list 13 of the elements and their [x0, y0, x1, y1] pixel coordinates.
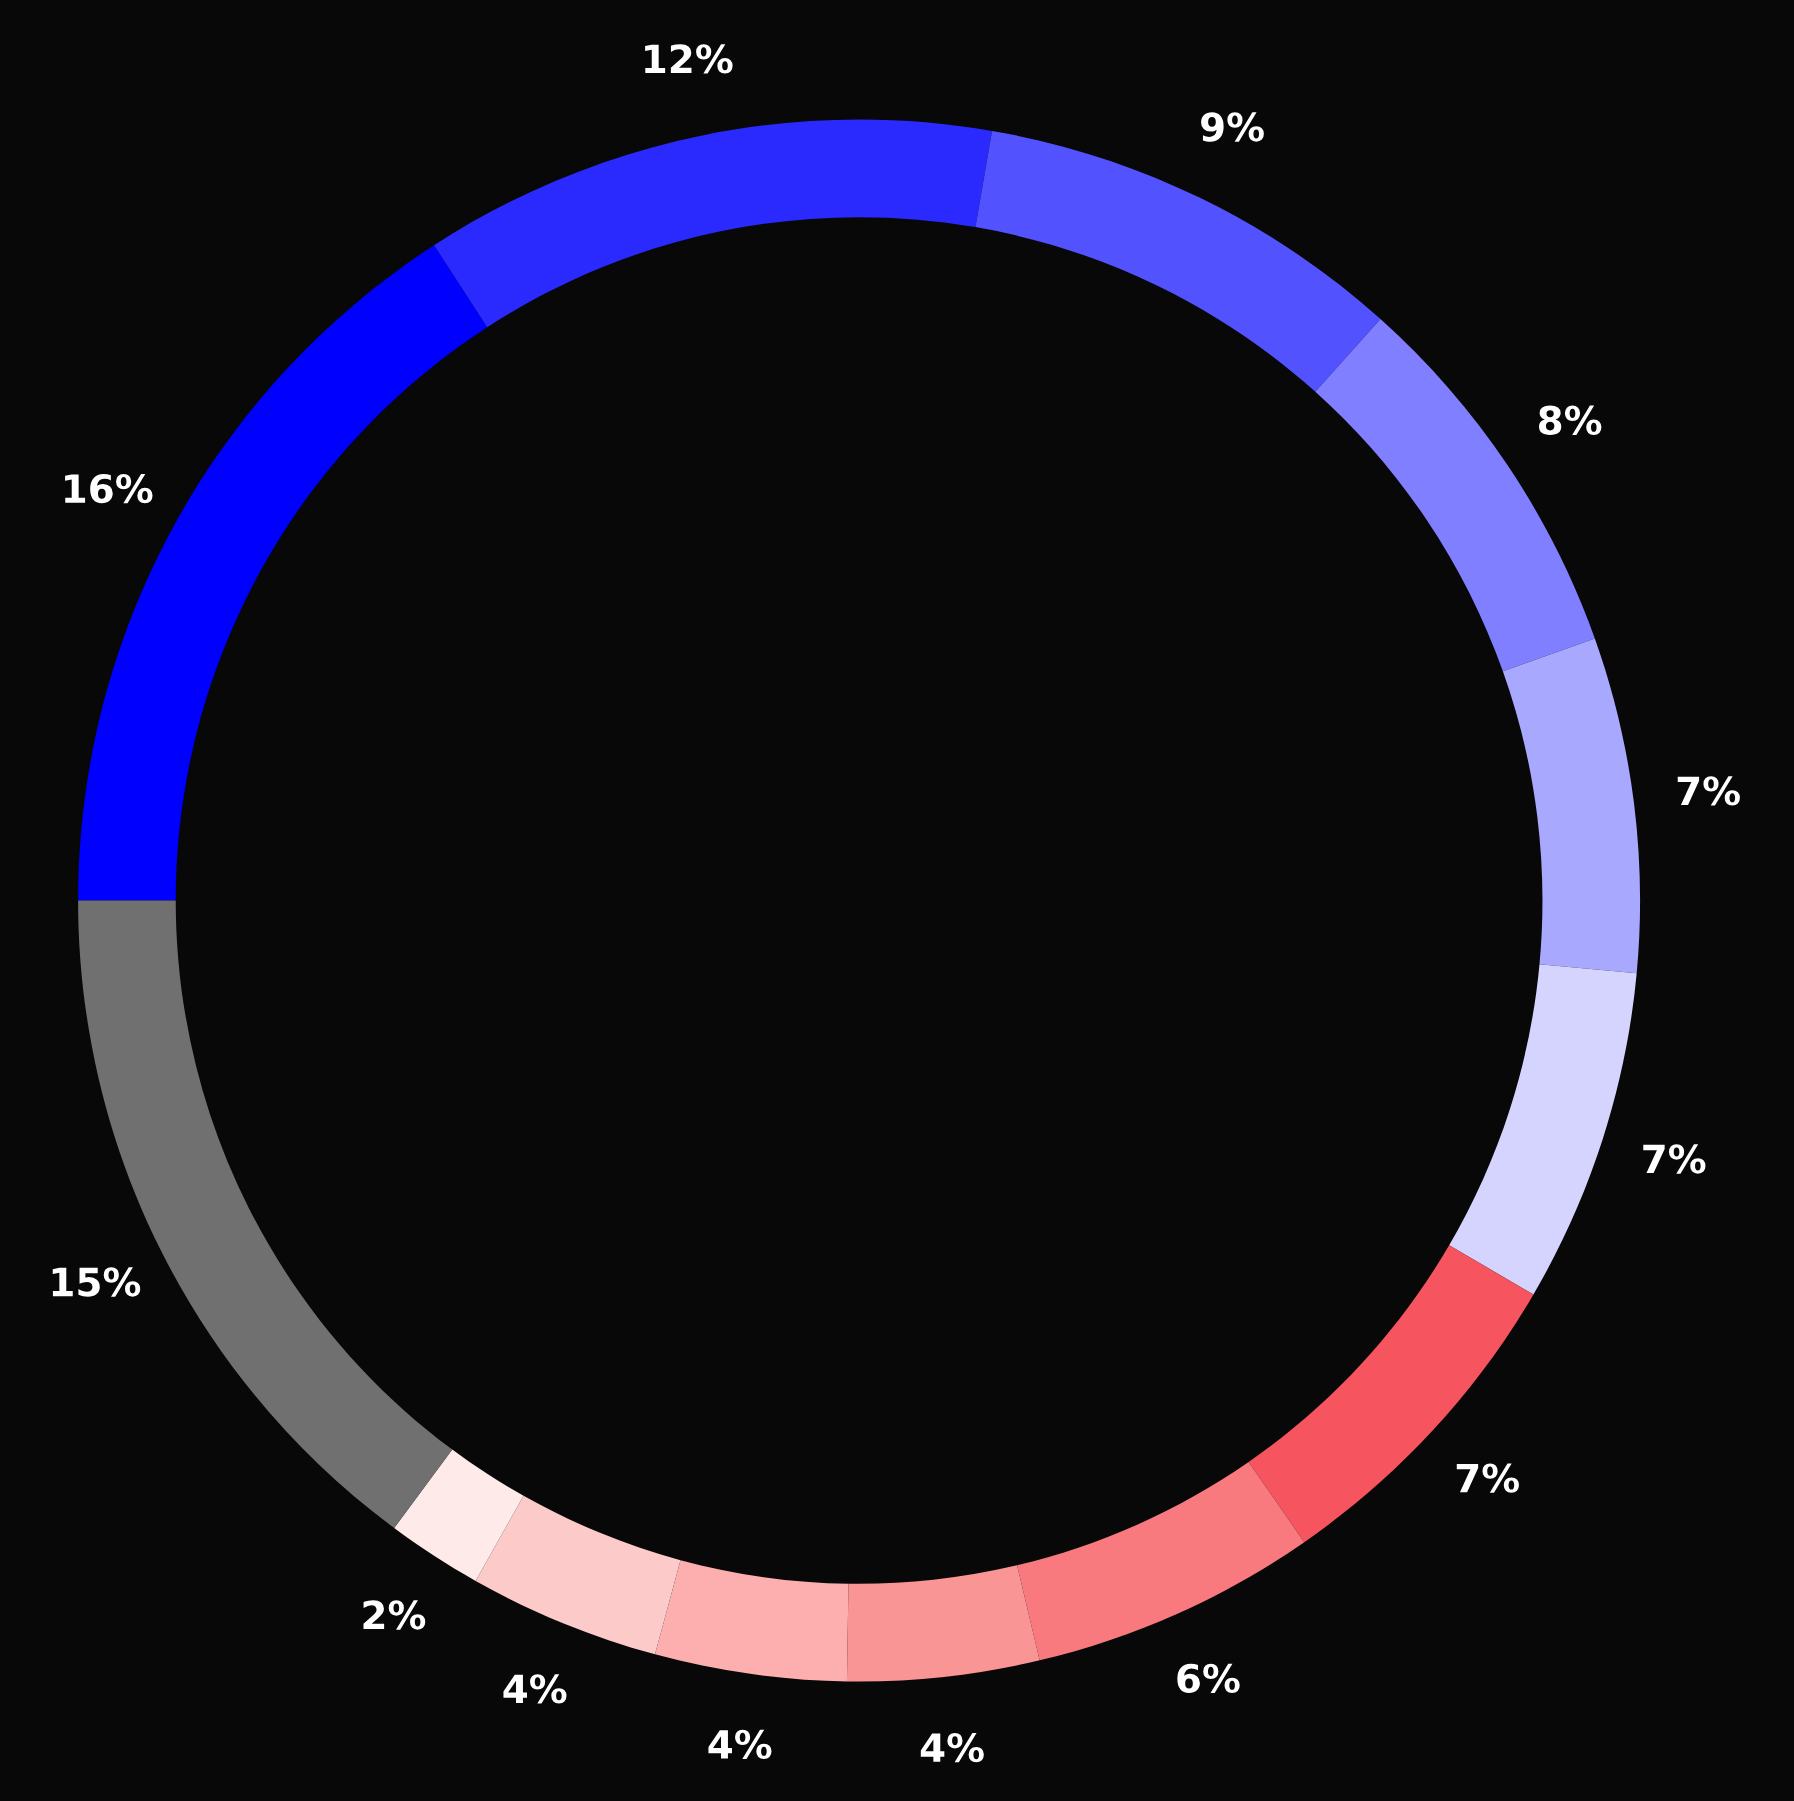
data-label: 2%: [363, 1600, 426, 1630]
data-label: 4%: [920, 1732, 984, 1763]
data-label: 6%: [1177, 1663, 1240, 1694]
data-label: 7%: [1456, 1463, 1519, 1493]
data-label: 8%: [1538, 405, 1602, 436]
data-label: 4%: [503, 1674, 567, 1704]
data-label: 16%: [65, 473, 153, 504]
data-label: 7%: [1643, 1144, 1706, 1174]
data-label: 15%: [52, 1267, 141, 1297]
data-label: 12%: [645, 44, 733, 74]
data-label: 7%: [1677, 776, 1740, 806]
data-label: 4%: [708, 1729, 772, 1760]
data-label: 9%: [1201, 112, 1264, 142]
